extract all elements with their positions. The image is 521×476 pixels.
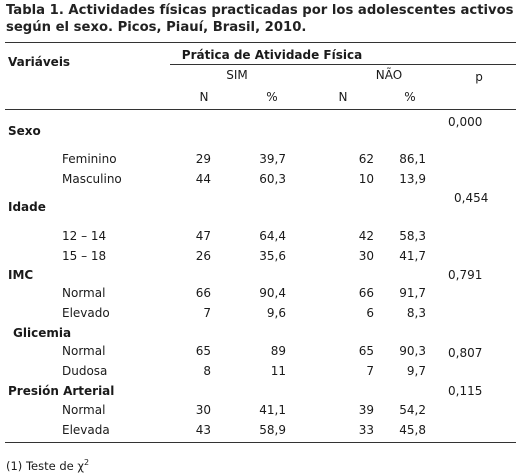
cell-pct-sim: 90,4 xyxy=(259,286,286,300)
header-n-sim: N xyxy=(199,90,209,104)
header-bottom-rule xyxy=(5,109,516,110)
cell-pct-nao: 41,7 xyxy=(399,249,426,263)
cell-pct-nao: 13,9 xyxy=(399,172,426,186)
cell-n-sim: 7 xyxy=(203,306,211,320)
cell-pct-nao: 91,7 xyxy=(399,286,426,300)
cell-n-nao: 33 xyxy=(358,423,374,437)
section-p-value: 0,000 xyxy=(448,115,483,129)
cell-pct-nao: 8,3 xyxy=(406,306,426,320)
cell-n-sim: 29 xyxy=(195,152,211,166)
section-label: Glicemia xyxy=(13,326,72,340)
section-label: IMC xyxy=(8,268,34,282)
cell-n-sim: 65 xyxy=(195,344,211,358)
cell-n-nao: 62 xyxy=(358,152,374,166)
cell-pct-nao: 86,1 xyxy=(399,152,426,166)
row-label: Dudosa xyxy=(62,364,108,378)
table-title-line-1: Tabla 1. Actividades físicas practicadas… xyxy=(6,3,514,18)
cell-n-nao: 42 xyxy=(358,229,374,243)
table-title: Tabla 1. Actividades físicas practicadas… xyxy=(6,2,516,36)
cell-n-sim: 8 xyxy=(203,364,211,378)
header-pct-sim: % xyxy=(266,90,278,104)
section-label: Sexo xyxy=(8,124,41,138)
cell-pct-sim: 64,4 xyxy=(259,229,286,243)
cell-n-nao: 7 xyxy=(366,364,374,378)
cell-pct-sim: 41,1 xyxy=(259,403,286,417)
section-label: Idade xyxy=(8,200,46,214)
group-rule xyxy=(170,64,516,65)
header-p: p xyxy=(475,70,483,84)
section-p-value: 0,454 xyxy=(454,191,489,205)
header-pct-nao: % xyxy=(404,90,416,104)
cell-pct-sim: 89 xyxy=(270,344,286,358)
table-title-line-2: según el sexo. Picos, Piauí, Brasil, 201… xyxy=(6,20,307,35)
header-group: Prática de Atividade Física xyxy=(181,48,363,62)
section-label: Presión Arterial xyxy=(8,384,115,398)
cell-n-sim: 43 xyxy=(195,423,211,437)
footnote-text: (1) Teste de χ xyxy=(6,458,84,473)
section-p-value: 0,115 xyxy=(448,384,483,398)
cell-n-sim: 26 xyxy=(195,249,211,263)
row-label: Feminino xyxy=(62,152,117,166)
cell-n-nao: 6 xyxy=(366,306,374,320)
cell-pct-sim: 9,6 xyxy=(266,306,286,320)
cell-n-sim: 66 xyxy=(195,286,211,300)
cell-pct-sim: 60,3 xyxy=(259,172,286,186)
top-rule xyxy=(5,42,516,43)
row-label: 12 – 14 xyxy=(62,229,107,243)
footnote-superscript: 2 xyxy=(84,458,90,467)
cell-n-nao: 66 xyxy=(358,286,374,300)
row-label: Normal xyxy=(62,286,106,300)
cell-pct-sim: 58,9 xyxy=(259,423,286,437)
header-sim: SIM xyxy=(226,68,248,82)
row-label: Elevado xyxy=(62,306,110,320)
cell-pct-nao: 9,7 xyxy=(406,364,426,378)
header-n-nao: N xyxy=(338,90,348,104)
cell-n-nao: 10 xyxy=(358,172,374,186)
header-nao: NÃO xyxy=(375,68,403,82)
cell-n-nao: 39 xyxy=(358,403,374,417)
cell-pct-sim: 35,6 xyxy=(259,249,286,263)
cell-pct-nao: 54,2 xyxy=(399,403,426,417)
cell-pct-nao: 58,3 xyxy=(399,229,426,243)
row-label: Masculino xyxy=(62,172,122,186)
section-p-value: 0,791 xyxy=(448,268,483,282)
section-p-value: 0,807 xyxy=(448,346,483,360)
bottom-rule xyxy=(5,442,516,443)
cell-pct-nao: 90,3 xyxy=(399,344,426,358)
cell-n-sim: 44 xyxy=(195,172,211,186)
cell-pct-sim: 11 xyxy=(270,364,286,378)
cell-pct-sim: 39,7 xyxy=(259,152,286,166)
cell-n-sim: 30 xyxy=(195,403,211,417)
row-label: Normal xyxy=(62,344,106,358)
footnote: (1) Teste de χ2 xyxy=(6,458,89,473)
row-label: 15 – 18 xyxy=(62,249,107,263)
cell-n-nao: 65 xyxy=(358,344,374,358)
row-label: Normal xyxy=(62,403,106,417)
cell-pct-nao: 45,8 xyxy=(399,423,426,437)
row-label: Elevada xyxy=(62,423,110,437)
header-variables: Variáveis xyxy=(8,55,71,69)
cell-n-sim: 47 xyxy=(195,229,211,243)
cell-n-nao: 30 xyxy=(358,249,374,263)
